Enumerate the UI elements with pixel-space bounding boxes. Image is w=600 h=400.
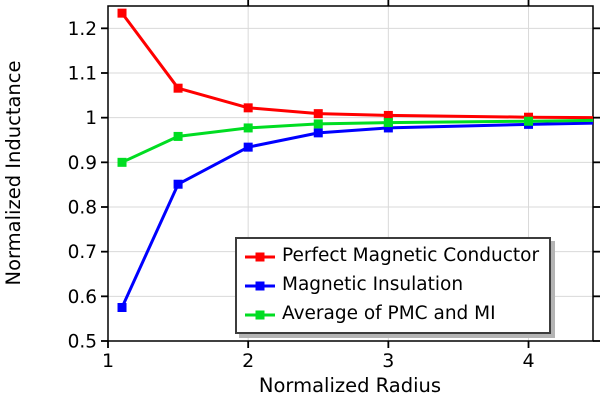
data-point-avg bbox=[243, 123, 253, 133]
data-point-avg bbox=[173, 131, 183, 141]
data-point-pmc bbox=[383, 110, 393, 120]
legend-marker-avg-icon bbox=[245, 310, 275, 319]
legend-marker-mi-icon bbox=[245, 281, 275, 290]
legend: Perfect Magnetic Conductor Magnetic Insu… bbox=[235, 237, 552, 334]
legend-marker-pmc-icon bbox=[245, 252, 275, 261]
legend-label-avg: Average of PMC and MI bbox=[282, 303, 496, 325]
x-tick-label: 1 bbox=[102, 350, 114, 372]
legend-label-mi: Magnetic Insulation bbox=[282, 274, 464, 296]
x-tick-label: 4 bbox=[522, 350, 534, 372]
series-group bbox=[117, 8, 600, 312]
y-axis-label: Normalized Inductance bbox=[2, 60, 25, 285]
data-point-pmc bbox=[243, 103, 253, 113]
y-tick-label: 1.1 bbox=[68, 63, 97, 84]
legend-label-pmc: Perfect Magnetic Conductor bbox=[282, 245, 540, 267]
data-point-mi bbox=[173, 179, 183, 189]
y-tick-label: 0.5 bbox=[68, 331, 97, 352]
y-tick-label: 0.9 bbox=[68, 153, 97, 174]
data-point-pmc bbox=[117, 8, 127, 18]
x-axis-label: Normalized Radius bbox=[259, 374, 441, 397]
data-point-avg bbox=[117, 157, 127, 167]
data-point-mi bbox=[383, 123, 393, 133]
data-point-avg bbox=[313, 119, 323, 129]
data-point-mi bbox=[594, 119, 600, 128]
legend-item-avg: Average of PMC and MI bbox=[245, 300, 539, 329]
legend-item-pmc: Perfect Magnetic Conductor bbox=[245, 242, 539, 271]
data-point-mi bbox=[117, 303, 127, 312]
axis-ticks bbox=[101, 0, 600, 348]
data-point-mi bbox=[243, 142, 253, 152]
y-tick-label: 1 bbox=[85, 108, 97, 129]
data-point-mi bbox=[313, 128, 323, 138]
x-tick-label: 3 bbox=[382, 350, 394, 372]
tick-labels: 1 2 3 4 0.5 0.6 0.7 0.8 0.9 1 1.1 1.2 bbox=[68, 19, 535, 372]
y-tick-label: 1.2 bbox=[68, 19, 97, 40]
legend-item-mi: Magnetic Insulation bbox=[245, 271, 539, 300]
x-tick-label: 2 bbox=[242, 350, 254, 372]
y-tick-label: 0.7 bbox=[68, 242, 97, 263]
plot-frame bbox=[107, 5, 594, 342]
data-point-pmc bbox=[173, 83, 183, 93]
data-point-pmc bbox=[313, 109, 323, 119]
data-point-avg bbox=[524, 116, 534, 126]
y-tick-label: 0.8 bbox=[68, 197, 97, 218]
y-tick-label: 0.6 bbox=[68, 287, 97, 308]
data-point-avg bbox=[383, 118, 393, 128]
